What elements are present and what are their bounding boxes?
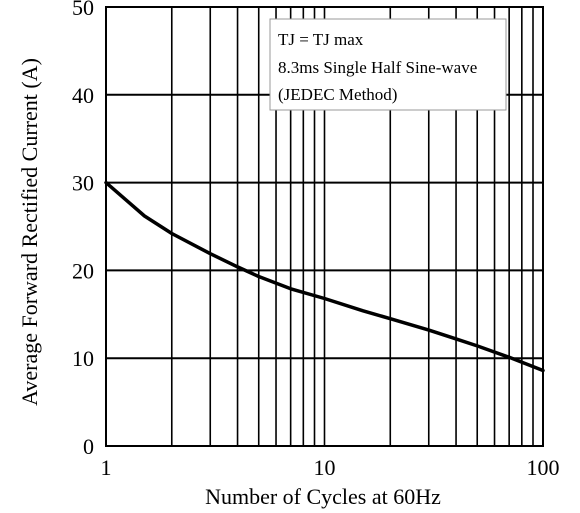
y-tick-label: 50	[72, 0, 94, 20]
tick-labels: 0 10 20 30 40 50 1 10 100	[72, 0, 560, 480]
series-line	[104, 180, 545, 373]
annotation-box	[269, 18, 507, 111]
y-tick-label: 20	[72, 258, 94, 283]
x-tick-label: 1	[101, 455, 112, 480]
plot-frame	[105, 6, 544, 447]
curve-layer	[104, 180, 545, 373]
annotation-line-1: TJ = TJ max	[278, 30, 364, 49]
x-tick-label: 100	[527, 455, 560, 480]
x-tick-label: 10	[314, 455, 336, 480]
y-tick-label: 30	[72, 171, 94, 196]
annotation-line-2: 8.3ms Single Half Sine-wave	[278, 58, 477, 77]
y-tick-label: 0	[83, 434, 94, 459]
y-tick-label: 10	[72, 346, 94, 371]
x-axis-title: Number of Cycles at 60Hz	[205, 484, 441, 509]
y-tick-label: 40	[72, 83, 94, 108]
y-axis-title: Average Forward Rectified Current (A)	[17, 58, 42, 406]
annotation-line-3: (JEDEC Method)	[278, 85, 397, 104]
